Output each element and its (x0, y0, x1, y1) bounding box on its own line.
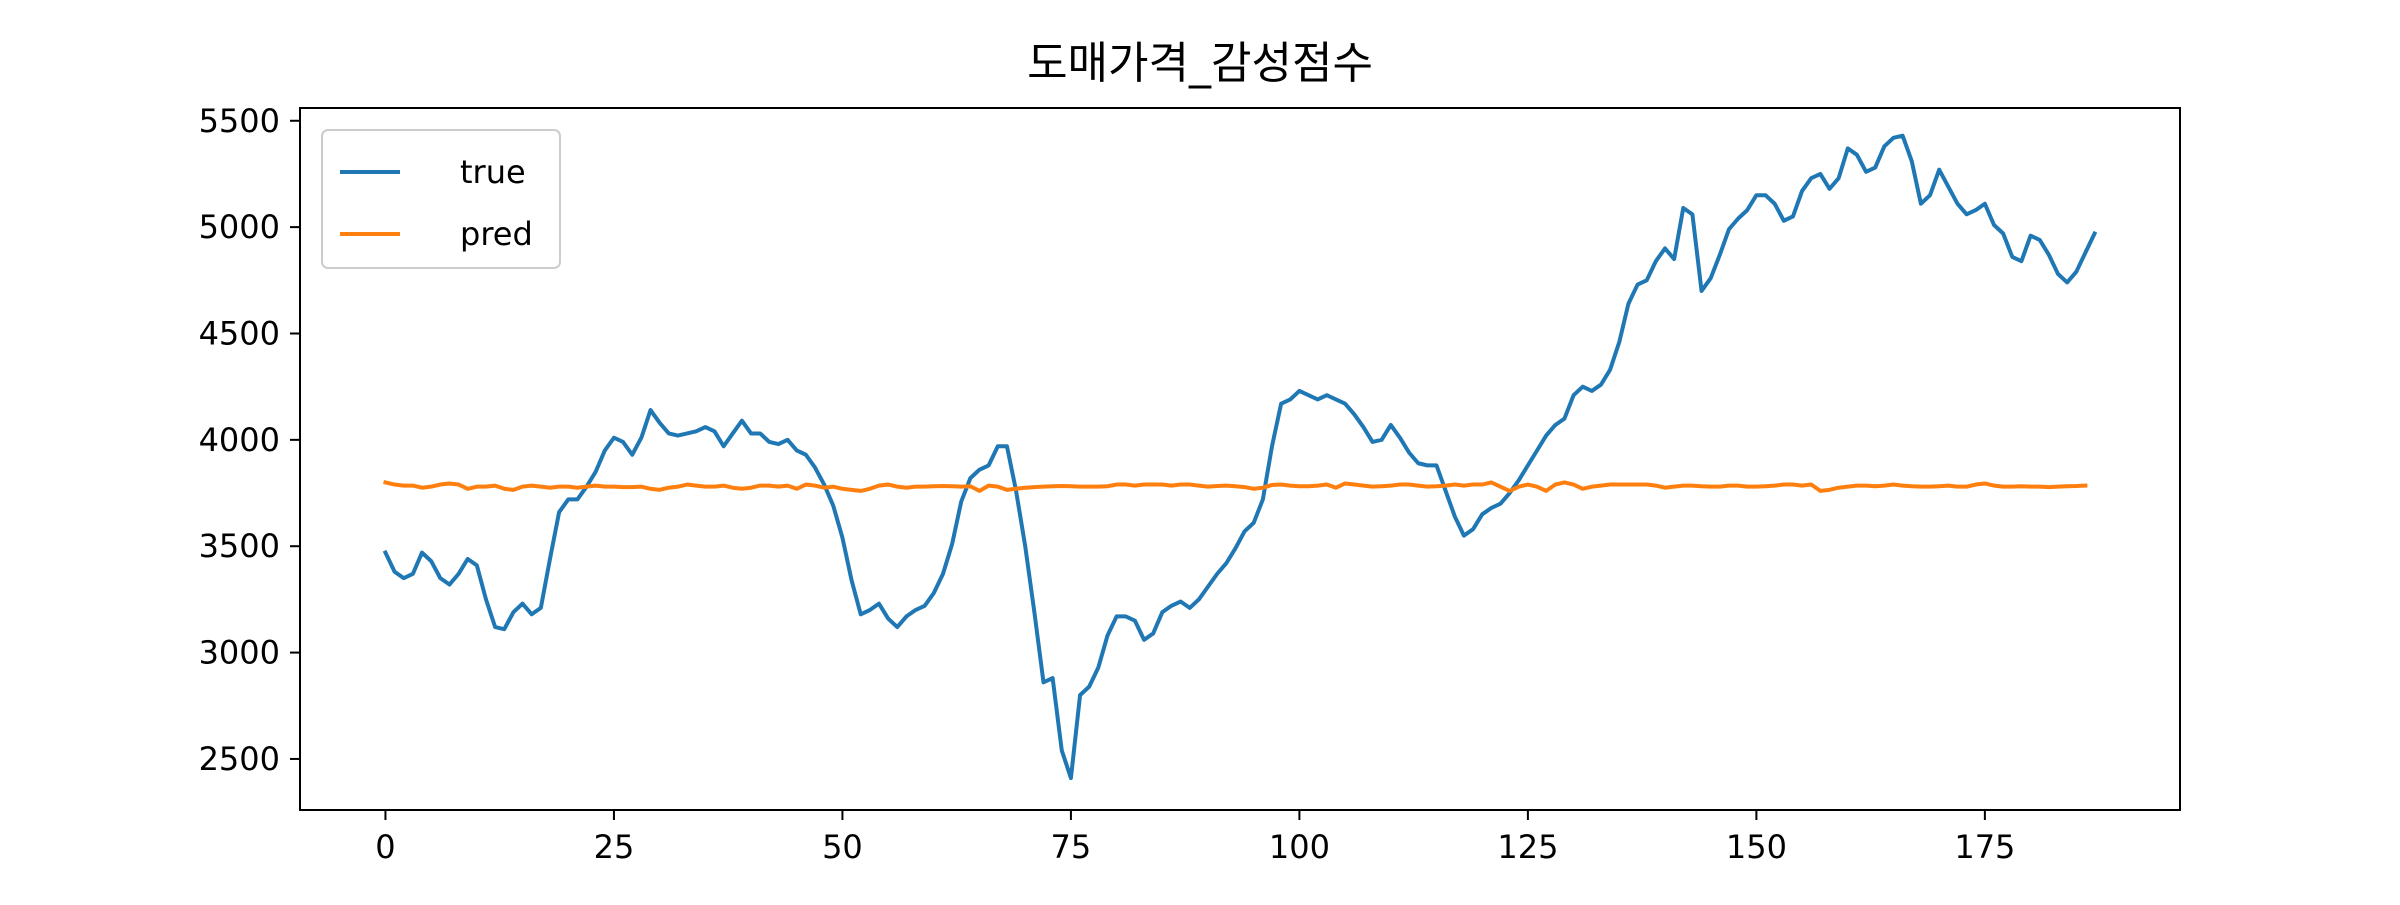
series-line-true (382, 133, 2098, 781)
y-tick-label: 4500 (199, 314, 280, 352)
y-tick-label: 5000 (199, 208, 280, 246)
chart-title: 도매가격_감성점수 (1027, 38, 1373, 89)
y-tick-label: 5500 (199, 102, 280, 140)
y-tick-label: 3500 (199, 527, 280, 565)
y-tick-label: 2500 (199, 740, 280, 778)
x-tick-label: 25 (594, 828, 635, 866)
x-tick-label: 50 (822, 828, 863, 866)
y-tick-label: 4000 (199, 421, 280, 459)
axes-frame (299, 107, 2181, 811)
x-tick-label: 75 (1051, 828, 1092, 866)
x-tick-label: 150 (1726, 828, 1787, 866)
series-line-pred (383, 479, 2088, 493)
x-tick-label: 0 (375, 828, 395, 866)
y-tick-label: 3000 (199, 634, 280, 672)
x-tick-label: 125 (1497, 828, 1558, 866)
legend-label-true: true (460, 153, 526, 191)
legend-label-pred: pred (460, 215, 533, 253)
x-tick-label: 175 (1954, 828, 2015, 866)
legend: true pred (321, 129, 561, 269)
plot-area (382, 133, 2098, 781)
axes: 0 25 50 75 100 125 150 175 2500 3000 3500 4000 4500 5… (199, 102, 2181, 866)
x-tick-label: 100 (1269, 828, 1330, 866)
